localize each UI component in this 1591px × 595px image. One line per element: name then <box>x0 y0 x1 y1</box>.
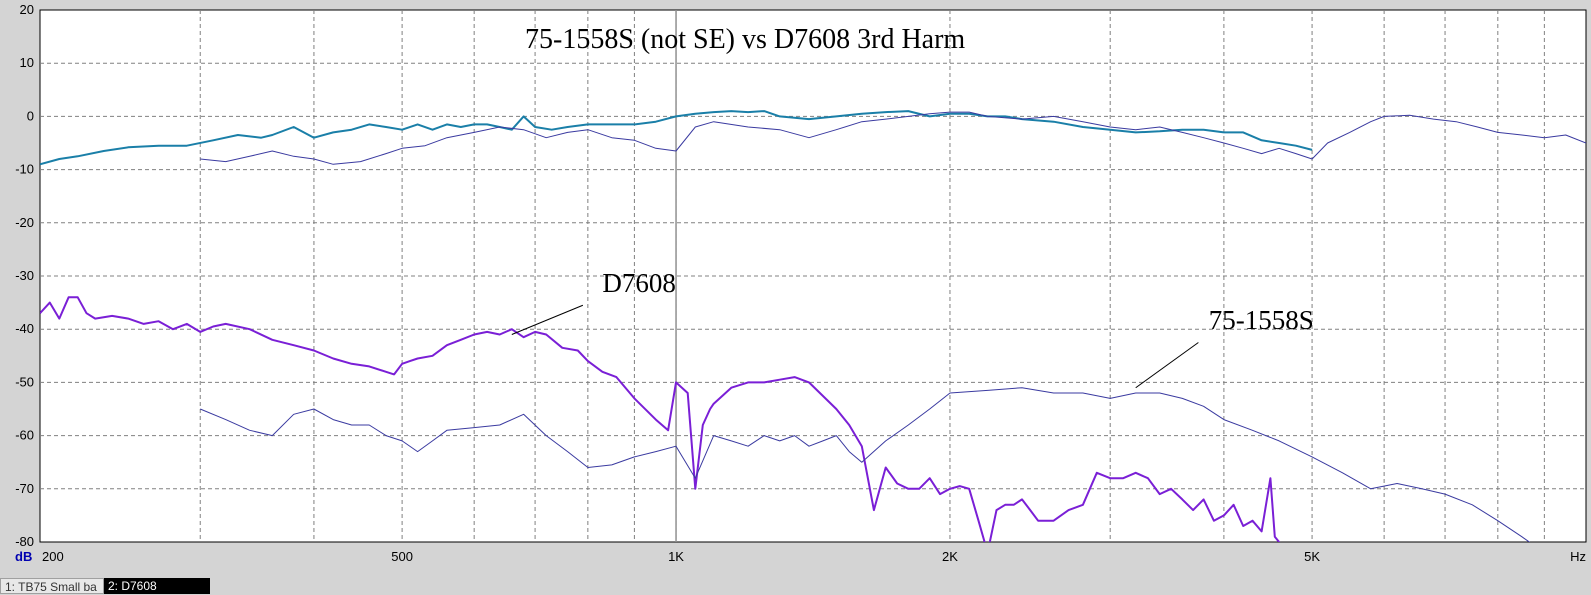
y-tick-label: 0 <box>27 108 34 123</box>
y-tick-label: 20 <box>20 2 34 17</box>
tab-tb75[interactable]: 1: TB75 Small ba <box>0 578 104 594</box>
y-axis-ticks: 20 10 0 -10 -20 -30 -40 -50 -60 -70 -80 <box>15 2 34 549</box>
x-tick-label: Hz <box>1570 549 1586 564</box>
annotation-label: D7608 <box>602 268 676 298</box>
y-tick-label: -60 <box>15 428 34 443</box>
series-line-d7608_fundamental <box>40 110 1313 166</box>
annotation-leader <box>511 304 584 335</box>
y-tick-label: -30 <box>15 268 34 283</box>
y-tick-label: -40 <box>15 321 34 336</box>
y-tick-label: -10 <box>15 162 34 177</box>
annotations: D7608 75-1558S <box>511 268 1314 389</box>
x-tick-label: 1K <box>668 549 684 564</box>
grid-lines <box>40 10 1586 542</box>
y-unit-label: dB <box>15 549 32 564</box>
chart-title: 75-1558S (not SE) vs D7608 3rd Harm <box>525 24 965 55</box>
annotation-leader <box>1135 342 1199 389</box>
series-line-tb75_fundamental <box>200 111 1586 165</box>
x-tick-label: 200 <box>42 549 64 564</box>
x-tick-label: 2K <box>942 549 958 564</box>
series-line-d7608_3rd_harmonic <box>40 296 1281 542</box>
y-tick-label: 10 <box>20 55 34 70</box>
frequency-response-chart: D7608 75-1558S 20 10 0 -10 -20 -30 -40 -50 -60 -70… <box>15 2 1587 564</box>
y-tick-label: -20 <box>15 215 34 230</box>
y-tick-label: -80 <box>15 534 34 549</box>
x-axis-ticks: 200 500 1K 2K 5K Hz <box>42 549 1586 564</box>
y-tick-label: -70 <box>15 481 34 496</box>
x-tick-label: 5K <box>1304 549 1320 564</box>
series-line-tb75_3rd_harmonic <box>200 387 1531 542</box>
series-group <box>40 110 1586 542</box>
y-tick-label: -50 <box>15 374 34 389</box>
tab-d7608[interactable]: 2: D7608 <box>104 578 210 594</box>
annotation-label: 75-1558S <box>1209 305 1314 335</box>
tab-bar: 1: TB75 Small ba 2: D7608 <box>0 577 1591 595</box>
x-tick-label: 500 <box>391 549 413 564</box>
